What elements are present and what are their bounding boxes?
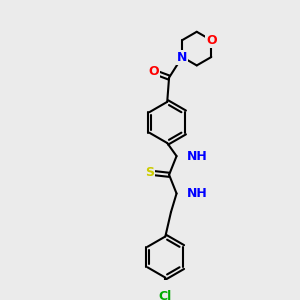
Text: NH: NH — [187, 187, 208, 200]
Text: Cl: Cl — [159, 290, 172, 300]
Text: NH: NH — [187, 150, 208, 163]
Text: S: S — [145, 167, 154, 179]
Text: N: N — [177, 50, 188, 64]
Text: O: O — [206, 34, 217, 47]
Text: O: O — [149, 65, 159, 79]
